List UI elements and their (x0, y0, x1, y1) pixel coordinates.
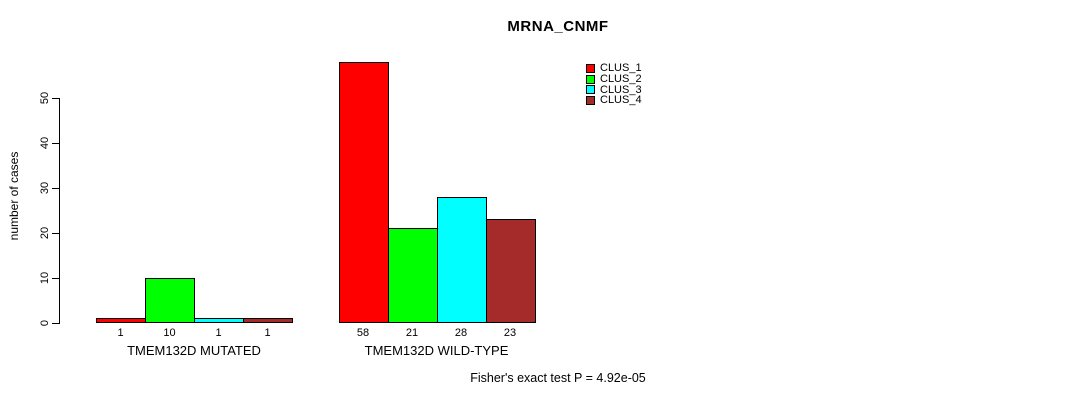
footnote-pvalue: Fisher's exact test P = 4.92e-05 (470, 371, 646, 385)
y-tick-label: 50 (39, 91, 51, 105)
x-group-label: TMEM132D WILD-TYPE (364, 343, 509, 358)
x-group-label: TMEM132D MUTATED (127, 343, 261, 358)
legend-color-swatch (586, 63, 595, 73)
legend-color-swatch (586, 96, 595, 106)
bar (96, 318, 146, 323)
legend-label: CLUS_2 (600, 72, 642, 85)
y-tick (52, 278, 59, 279)
bar-value-label: 1 (264, 327, 271, 339)
bar-value-label: 1 (215, 327, 222, 339)
bar (485, 219, 536, 323)
bar-value-label: 28 (454, 327, 468, 339)
y-axis-label: number of cases (7, 151, 21, 241)
bar (436, 197, 487, 323)
bar (338, 62, 389, 323)
legend-label: CLUS_4 (600, 94, 642, 107)
legend-color-swatch (586, 85, 595, 95)
legend: CLUS_1 CLUS_2 CLUS_3 CLUS_4 (586, 61, 642, 106)
y-tick-label: 30 (39, 181, 51, 195)
y-tick (52, 233, 59, 234)
legend-label: CLUS_3 (600, 83, 642, 96)
legend-item: CLUS_4 (586, 95, 642, 106)
bar (194, 318, 244, 323)
y-tick-label: 10 (39, 271, 51, 285)
legend-item: CLUS_2 (586, 72, 642, 85)
bar (387, 228, 438, 323)
chart-title: MRNA_CNMF (507, 18, 609, 35)
bar-value-label: 23 (503, 327, 517, 339)
bar-value-label: 21 (405, 327, 419, 339)
bar-value-label: 58 (356, 327, 370, 339)
y-tick-label: 0 (39, 319, 51, 327)
y-tick (52, 323, 59, 324)
legend-label: CLUS_1 (600, 61, 642, 74)
legend-item: CLUS_1 (586, 61, 642, 74)
bar-value-label: 1 (117, 327, 124, 339)
legend-item: CLUS_3 (586, 83, 642, 96)
bar-value-label: 10 (163, 327, 176, 339)
y-tick (52, 98, 59, 99)
y-tick (52, 143, 59, 144)
legend-color-swatch (586, 74, 595, 84)
bar (145, 278, 195, 323)
y-tick-label: 20 (39, 226, 51, 240)
bar (243, 318, 293, 323)
y-axis-line (59, 98, 60, 324)
y-tick (52, 188, 59, 189)
y-tick-label: 40 (39, 136, 51, 150)
